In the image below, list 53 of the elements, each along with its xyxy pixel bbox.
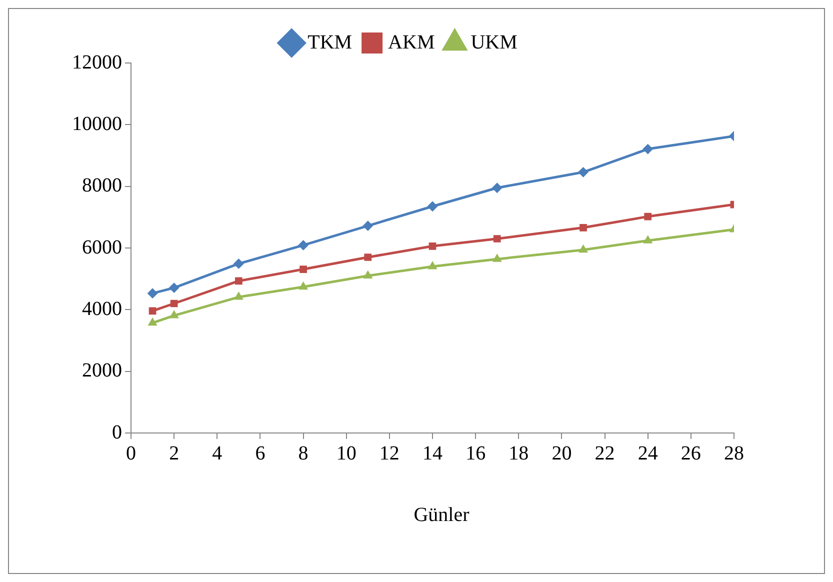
point <box>644 212 652 220</box>
y-tick-label: 8000 <box>82 174 122 197</box>
point <box>148 307 156 315</box>
point <box>169 282 180 293</box>
x-tick-label: 26 <box>680 442 701 464</box>
point <box>493 235 501 242</box>
point <box>578 167 588 178</box>
legend-label: TKM <box>308 31 352 54</box>
point <box>364 254 372 261</box>
x-tick-label: 4 <box>212 442 222 464</box>
point <box>300 266 307 273</box>
point <box>643 236 652 244</box>
point <box>234 258 244 269</box>
x-tick-label: 6 <box>255 442 266 464</box>
y-tick-label: 2000 <box>82 360 122 382</box>
point <box>234 277 242 285</box>
x-axis-title: Günler <box>412 504 470 527</box>
point <box>642 144 653 154</box>
x-tick-label: 22 <box>594 442 615 464</box>
point <box>234 292 244 300</box>
x-tick-label: 24 <box>638 442 658 464</box>
y-tick-label: 0 <box>112 421 122 444</box>
point <box>428 201 438 212</box>
point <box>363 270 372 278</box>
x-tick-label: 28 <box>724 442 744 464</box>
point <box>298 282 308 290</box>
point <box>170 310 178 318</box>
x-tick-label: 0 <box>126 442 136 464</box>
y-tick-label: 10000 <box>72 112 122 135</box>
y-tick-label: 12000 <box>72 51 122 74</box>
x-tick-label: 18 <box>508 442 529 464</box>
y-tick-label: 4000 <box>82 298 122 320</box>
point <box>428 262 437 270</box>
x-tick-label: 20 <box>552 442 572 464</box>
x-tick-label: 12 <box>379 442 400 464</box>
point <box>492 182 502 193</box>
legend-label: AKM <box>388 31 435 54</box>
x-tick-label: 8 <box>298 442 308 464</box>
x-tick-label: 2 <box>169 442 180 464</box>
point <box>362 220 373 231</box>
legend-label: UKM <box>470 31 518 54</box>
point <box>428 242 436 250</box>
point <box>148 318 157 326</box>
x-tick-label: 14 <box>422 442 442 464</box>
x-tick-label: 10 <box>336 442 356 464</box>
point <box>578 244 588 253</box>
point <box>148 288 158 298</box>
point <box>298 240 308 250</box>
point <box>580 224 587 232</box>
point <box>170 300 178 308</box>
point <box>492 254 502 262</box>
y-tick-label: 6000 <box>82 236 122 258</box>
x-tick-label: 16 <box>466 442 486 464</box>
